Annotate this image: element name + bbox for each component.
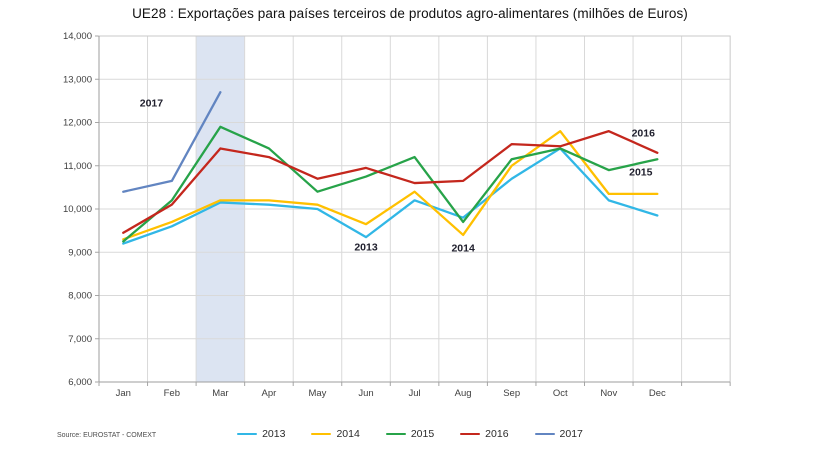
legend-swatch-2016	[460, 432, 481, 436]
y-axis-label: 12,000	[63, 118, 92, 129]
legend-item-2013: 2013	[237, 428, 285, 440]
annotation-2015: 2015	[629, 166, 653, 178]
y-axis-label: 14,000	[63, 31, 92, 42]
x-axis-label: Dec	[649, 388, 666, 399]
legend-label: 2017	[559, 428, 583, 440]
x-axis-label: Jun	[358, 388, 373, 399]
legend-label: 2014	[336, 428, 360, 440]
x-axis-label: Aug	[455, 388, 472, 399]
y-axis-label: 9,000	[68, 247, 92, 258]
legend-item-2016: 2016	[460, 428, 509, 440]
x-axis-label: Jul	[408, 388, 420, 399]
legend-swatch-2014	[311, 432, 332, 436]
x-axis-label: Jan	[116, 388, 131, 399]
y-axis-label: 10,000	[63, 204, 92, 215]
annotation-2014: 2014	[451, 242, 475, 254]
legend-swatch-2017	[534, 432, 555, 436]
series-line-2014	[122, 129, 659, 241]
x-axis-label: Feb	[164, 388, 180, 399]
series-line-2016	[122, 129, 659, 234]
legend-swatch-2015	[385, 432, 406, 436]
legend-swatch-2013	[237, 432, 258, 436]
legend-item-2015: 2015	[385, 428, 435, 440]
source-note: Source: EUROSTAT - COMEXT	[57, 432, 157, 439]
legend-label: 2013	[262, 428, 286, 440]
annotation-2016: 2016	[632, 127, 656, 139]
legend-label: 2015	[410, 428, 435, 440]
chart-title: UE28 : Exportações para países terceiros…	[132, 6, 688, 21]
y-axis-label: 13,000	[63, 74, 92, 85]
x-axis-label: May	[308, 388, 326, 399]
y-axis-label: 6,000	[68, 377, 92, 388]
series-line-2015	[122, 125, 659, 243]
series-line-2017	[122, 91, 222, 193]
x-axis-label: Nov	[600, 388, 617, 399]
annotation-2013: 2013	[354, 242, 378, 254]
annotation-2017: 2017	[140, 98, 164, 110]
legend-label: 2016	[485, 428, 509, 440]
x-axis-label: Oct	[553, 388, 568, 399]
y-axis-label: 11,000	[64, 161, 92, 172]
x-axis-label: Apr	[262, 388, 277, 399]
y-axis-label: 7,000	[68, 334, 92, 345]
x-axis-label: Mar	[212, 388, 228, 399]
series-line-2013	[122, 147, 659, 245]
legend-item-2017: 2017	[534, 428, 583, 440]
legend: 2013 2014 2015 2016 2017	[0, 428, 820, 440]
x-axis-label: Sep	[503, 388, 520, 399]
y-axis-label: 8,000	[68, 291, 92, 302]
legend-item-2014: 2014	[311, 428, 360, 440]
